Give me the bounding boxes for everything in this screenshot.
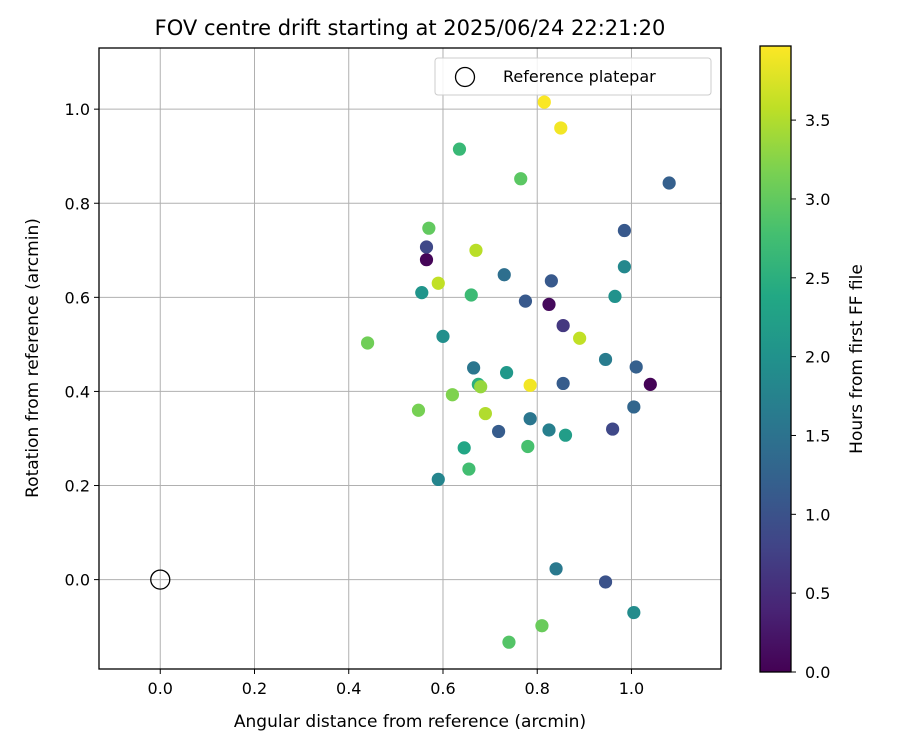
data-point [617, 223, 632, 238]
y-tick-label: 1.0 [65, 100, 90, 119]
x-tick-label: 1.0 [619, 679, 644, 698]
reference-layer [150, 569, 171, 590]
x-tick-label: 0.8 [525, 679, 550, 698]
y-tick-label: 0.4 [65, 382, 90, 401]
data-point [469, 243, 483, 257]
colorbar-tick-label: 0.5 [805, 584, 830, 603]
data-point [629, 360, 643, 374]
colorbar-gradient [760, 46, 791, 672]
data-point [662, 176, 676, 190]
data-point [474, 380, 488, 394]
data-point [598, 575, 613, 589]
grid-lines [99, 48, 721, 669]
data-point [542, 297, 556, 311]
data-point [573, 331, 587, 345]
data-point [535, 619, 549, 633]
data-point [556, 376, 570, 391]
data-point [431, 276, 445, 290]
data-point [556, 318, 570, 333]
plot-frame [98, 47, 722, 670]
data-point [627, 605, 641, 620]
data-point [436, 329, 450, 343]
legend-label: Reference platepar [503, 67, 656, 86]
data-point [411, 403, 426, 417]
x-axis-label: Angular distance from reference (arcmin) [234, 712, 586, 732]
data-point [457, 441, 471, 455]
legend: Reference platepar [434, 57, 712, 96]
x-tick-label: 0.4 [336, 679, 361, 698]
colorbar-ticks: 0.0 0.5 1.0 1.5 2.0 2.5 3.0 3.5 [791, 111, 830, 682]
y-tick-label: 0.8 [65, 194, 90, 213]
data-point [558, 428, 573, 442]
data-point [497, 268, 511, 282]
data-point [617, 260, 632, 274]
data-point [523, 378, 537, 392]
data-point [415, 286, 429, 300]
colorbar-tick-label: 3.5 [805, 111, 830, 130]
data-point [608, 289, 622, 303]
data-point [464, 288, 478, 302]
reference-marker [150, 569, 171, 590]
chart-title: FOV centre drift starting at 2025/06/24 … [155, 16, 666, 40]
data-point [462, 462, 476, 476]
data-point [643, 377, 657, 391]
data-point [452, 142, 467, 156]
colorbar-tick-label: 1.0 [805, 505, 830, 524]
colorbar-tick-label: 2.5 [805, 269, 830, 288]
data-point [523, 412, 537, 426]
data-point [598, 352, 613, 367]
data-point [499, 366, 514, 380]
legend-marker [454, 66, 476, 88]
data-point [518, 294, 533, 308]
data-point [606, 422, 620, 436]
data-point [491, 424, 506, 439]
colorbar-tick-label: 2.0 [805, 348, 830, 367]
data-point [467, 361, 481, 375]
x-tick-label: 0.2 [242, 679, 267, 698]
data-point [419, 240, 434, 254]
data-point [422, 221, 436, 235]
data-point [542, 423, 556, 437]
data-point [431, 472, 445, 487]
y-tick-label: 0.6 [65, 288, 90, 307]
data-point [502, 635, 516, 649]
x-axis-ticks: 0.0 0.2 0.4 0.6 0.8 1.0 [148, 669, 644, 698]
colorbar: 0.0 0.5 1.0 1.5 2.0 2.5 3.0 3.5 Hours from firs… [759, 45, 867, 682]
data-point [419, 253, 434, 267]
x-tick-label: 0.6 [430, 679, 455, 698]
data-point [360, 336, 375, 350]
colorbar-tick-label: 1.5 [805, 426, 830, 445]
data-point [549, 562, 563, 576]
data-point [521, 439, 535, 454]
data-point [514, 172, 528, 186]
y-tick-label: 0.0 [65, 571, 90, 590]
data-point [478, 406, 492, 421]
colorbar-label: Hours from first FF file [847, 264, 867, 454]
data-point [554, 121, 568, 135]
data-point [537, 95, 551, 109]
data-point [544, 274, 558, 288]
data-points [360, 95, 676, 649]
data-point [627, 400, 641, 414]
y-tick-label: 0.2 [65, 477, 90, 496]
data-point [445, 388, 460, 402]
legend-box [434, 57, 712, 96]
colorbar-frame [759, 45, 792, 673]
x-tick-label: 0.0 [148, 679, 173, 698]
colorbar-tick-label: 3.0 [805, 190, 830, 209]
colorbar-tick-label: 0.0 [805, 663, 830, 682]
y-axis-label: Rotation from reference (arcmin) [23, 218, 43, 498]
y-axis-ticks: 0.0 0.2 0.4 0.6 0.8 1.0 [65, 100, 99, 590]
